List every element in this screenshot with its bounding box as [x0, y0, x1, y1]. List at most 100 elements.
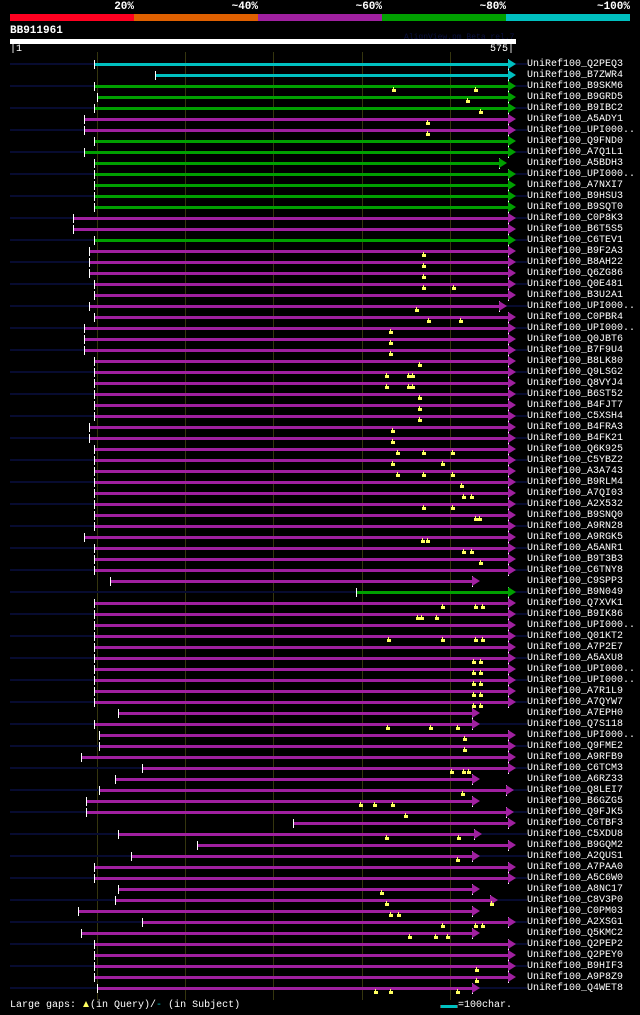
hit-label[interactable]: UniRef100_B7ZWR4: [527, 69, 624, 81]
hit-label[interactable]: UniRef100_B9GRD5: [527, 91, 624, 103]
alignment-bar[interactable]: [89, 436, 508, 440]
alignment-bar[interactable]: [94, 469, 508, 473]
alignment-bar[interactable]: [94, 689, 508, 693]
hit-label[interactable]: UniRef100_C0P8K3: [527, 212, 624, 224]
hit-label[interactable]: UniRef100_A9RN28: [527, 520, 624, 532]
hit-label[interactable]: UniRef100_UPI000..: [527, 619, 636, 631]
alignment-bar[interactable]: [142, 920, 508, 924]
hit-label[interactable]: UniRef100_UPI000..: [527, 168, 636, 180]
hit-label[interactable]: UniRef100_A5C6W0: [527, 872, 624, 884]
alignment-bar[interactable]: [142, 766, 508, 770]
alignment-bar[interactable]: [197, 843, 508, 847]
alignment-bar[interactable]: [94, 315, 508, 319]
hit-label[interactable]: UniRef100_C6TCM3: [527, 762, 624, 774]
alignment-bar[interactable]: [73, 227, 508, 231]
hit-label[interactable]: UniRef100_A5ANR1: [527, 542, 624, 554]
hit-label[interactable]: UniRef100_C6TBF3: [527, 817, 624, 829]
alignment-bar[interactable]: [94, 953, 508, 957]
hit-label[interactable]: UniRef100_A5ADY1: [527, 113, 624, 125]
hit-label[interactable]: UniRef100_A2QUS1: [527, 850, 624, 862]
hit-label[interactable]: UniRef100_A9P8Z9: [527, 971, 624, 983]
hit-label[interactable]: UniRef100_Q9FND0: [527, 135, 624, 147]
alignment-bar[interactable]: [89, 425, 508, 429]
hit-label[interactable]: UniRef100_A7QYW7: [527, 696, 624, 708]
alignment-bar[interactable]: [118, 887, 472, 891]
alignment-bar[interactable]: [84, 337, 508, 341]
hit-label[interactable]: UniRef100_B9F2A3: [527, 245, 624, 257]
hit-label[interactable]: UniRef100_B7F9U4: [527, 344, 624, 356]
hit-label[interactable]: UniRef100_A7EPH0: [527, 707, 624, 719]
alignment-bar[interactable]: [86, 799, 472, 803]
hit-label[interactable]: UniRef100_A9RGK5: [527, 531, 624, 543]
alignment-bar[interactable]: [94, 172, 508, 176]
hit-label[interactable]: UniRef100_B9IK86: [527, 608, 624, 620]
alignment-bar[interactable]: [94, 139, 508, 143]
hit-label[interactable]: UniRef100_A8NC17: [527, 883, 624, 895]
alignment-bar[interactable]: [94, 612, 508, 616]
alignment-bar[interactable]: [94, 502, 508, 506]
hit-label[interactable]: UniRef100_B9RLM4: [527, 476, 624, 488]
alignment-bar[interactable]: [84, 326, 508, 330]
hit-label[interactable]: UniRef100_A2XSG1: [527, 916, 624, 928]
alignment-bar[interactable]: [94, 634, 508, 638]
alignment-bar[interactable]: [94, 194, 508, 198]
hit-label[interactable]: UniRef100_B9SNQ0: [527, 509, 624, 521]
hit-label[interactable]: UniRef100_A7R1L9: [527, 685, 624, 697]
hit-label[interactable]: UniRef100_Q2PEP2: [527, 938, 624, 950]
alignment-bar[interactable]: [94, 205, 508, 209]
hit-label[interactable]: UniRef100_UPI000..: [527, 663, 636, 675]
hit-label[interactable]: UniRef100_A7P2E7: [527, 641, 624, 653]
alignment-bar[interactable]: [94, 513, 508, 517]
hit-label[interactable]: UniRef100_UPI000..: [527, 300, 636, 312]
alignment-bar[interactable]: [89, 304, 499, 308]
alignment-bar[interactable]: [94, 370, 508, 374]
alignment-bar[interactable]: [78, 909, 472, 913]
hit-label[interactable]: UniRef100_C0PBR4: [527, 311, 624, 323]
alignment-bar[interactable]: [94, 238, 508, 242]
alignment-bar[interactable]: [115, 898, 490, 902]
hit-label[interactable]: UniRef100_Q01KT2: [527, 630, 624, 642]
hit-label[interactable]: UniRef100_Q0E481: [527, 278, 624, 290]
alignment-bar[interactable]: [94, 392, 508, 396]
hit-label[interactable]: UniRef100_UPI000..: [527, 729, 636, 741]
alignment-bar[interactable]: [86, 810, 506, 814]
hit-label[interactable]: UniRef100_Q9FME2: [527, 740, 624, 752]
alignment-bar[interactable]: [84, 150, 508, 154]
alignment-bar[interactable]: [155, 73, 508, 77]
hit-label[interactable]: UniRef100_C5XDU8: [527, 828, 624, 840]
alignment-bar[interactable]: [84, 117, 508, 121]
alignment-bar[interactable]: [94, 84, 508, 88]
alignment-bar[interactable]: [94, 667, 508, 671]
alignment-bar[interactable]: [94, 359, 508, 363]
alignment-bar[interactable]: [99, 744, 508, 748]
hit-label[interactable]: UniRef100_Q8VYJ4: [527, 377, 624, 389]
hit-label[interactable]: UniRef100_Q6K925: [527, 443, 624, 455]
hit-label[interactable]: UniRef100_Q9LSG2: [527, 366, 624, 378]
alignment-bar[interactable]: [94, 722, 472, 726]
alignment-bar[interactable]: [356, 590, 508, 594]
alignment-bar[interactable]: [84, 128, 508, 132]
alignment-bar[interactable]: [94, 942, 508, 946]
alignment-bar[interactable]: [94, 678, 508, 682]
hit-label[interactable]: UniRef100_A7NXI7: [527, 179, 624, 191]
alignment-bar[interactable]: [94, 403, 508, 407]
alignment-bar[interactable]: [94, 293, 508, 297]
alignment-bar[interactable]: [81, 931, 472, 935]
alignment-bar[interactable]: [110, 579, 472, 583]
alignment-bar[interactable]: [94, 161, 499, 165]
alignment-bar[interactable]: [94, 381, 508, 385]
alignment-bar[interactable]: [118, 711, 472, 715]
hit-label[interactable]: UniRef100_B4FJT7: [527, 399, 624, 411]
alignment-bar[interactable]: [94, 568, 508, 572]
hit-label[interactable]: UniRef100_B9GQM2: [527, 839, 624, 851]
hit-label[interactable]: UniRef100_A2X532: [527, 498, 624, 510]
hit-label[interactable]: UniRef100_B8AH22: [527, 256, 624, 268]
hit-label[interactable]: UniRef100_A9RFB9: [527, 751, 624, 763]
alignment-bar[interactable]: [94, 656, 508, 660]
hit-label[interactable]: UniRef100_A5AXU8: [527, 652, 624, 664]
alignment-bar[interactable]: [94, 183, 508, 187]
alignment-bar[interactable]: [115, 777, 472, 781]
hit-label[interactable]: UniRef100_C6TEV1: [527, 234, 624, 246]
hit-label[interactable]: UniRef100_C6TNY8: [527, 564, 624, 576]
alignment-bar[interactable]: [94, 876, 508, 880]
